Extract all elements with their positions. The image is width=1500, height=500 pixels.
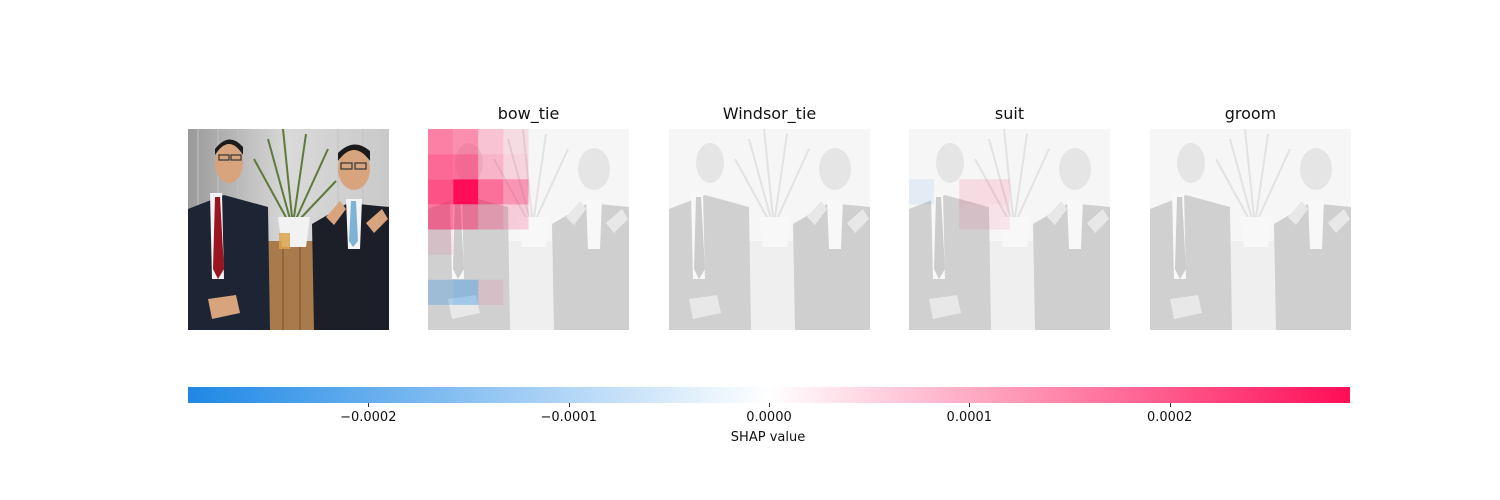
panel-title-bow-tie: bow_tie	[497, 104, 560, 123]
shap-cell	[428, 179, 454, 205]
shap-cell	[453, 204, 479, 230]
shap-cell	[478, 279, 504, 305]
shap-cell	[478, 204, 504, 230]
colorbar-tick-label: −0.0001	[540, 410, 597, 425]
original-image	[188, 129, 389, 330]
colorbar-tick-label: 0.0001	[946, 410, 993, 425]
panel-title-windsor-tie: Windsor_tie	[722, 104, 817, 123]
shap-cell	[959, 179, 985, 205]
shap-cell	[478, 129, 504, 155]
colorbar-tick-label: 0.0000	[746, 410, 792, 425]
shap-cell	[478, 179, 504, 205]
colorbar-tick-mark	[769, 403, 770, 407]
shap-cell	[428, 229, 454, 255]
shap-cell	[453, 154, 479, 180]
shap-cell	[503, 179, 529, 205]
panel-title-groom: groom	[1224, 104, 1277, 123]
shap-cell	[503, 204, 529, 230]
shap-panel-bow-tie	[428, 129, 629, 330]
shap-cell	[984, 179, 1010, 205]
shap-panel-suit	[909, 129, 1110, 330]
shap-cell	[428, 204, 454, 230]
colorbar-tick-mark	[568, 403, 570, 407]
shap-cell	[959, 204, 985, 230]
shap-cell	[503, 129, 529, 155]
shap-cell	[503, 154, 529, 180]
shap-cell	[453, 129, 479, 155]
shap-cell	[428, 154, 454, 180]
shap-panel-windsor-tie	[669, 129, 870, 330]
panel-title-suit: suit	[994, 104, 1025, 123]
colorbar-label: SHAP value	[730, 430, 806, 445]
colorbar-tick-mark	[969, 403, 971, 407]
shap-cell	[428, 129, 454, 155]
shap-cell	[453, 179, 479, 205]
colorbar-tick-label: −0.0002	[340, 410, 397, 425]
shap-cell	[909, 179, 935, 205]
shap-panel-groom	[1150, 129, 1351, 330]
shap-cell	[984, 204, 1010, 230]
shap-cell	[453, 279, 479, 305]
colorbar-tick-mark	[1169, 403, 1171, 407]
colorbar-tick-label: 0.0002	[1146, 410, 1193, 425]
shap-cell	[478, 154, 504, 180]
shap-colorbar	[188, 387, 1350, 403]
shap-cell	[428, 279, 454, 305]
colorbar-tick-mark	[368, 403, 370, 407]
